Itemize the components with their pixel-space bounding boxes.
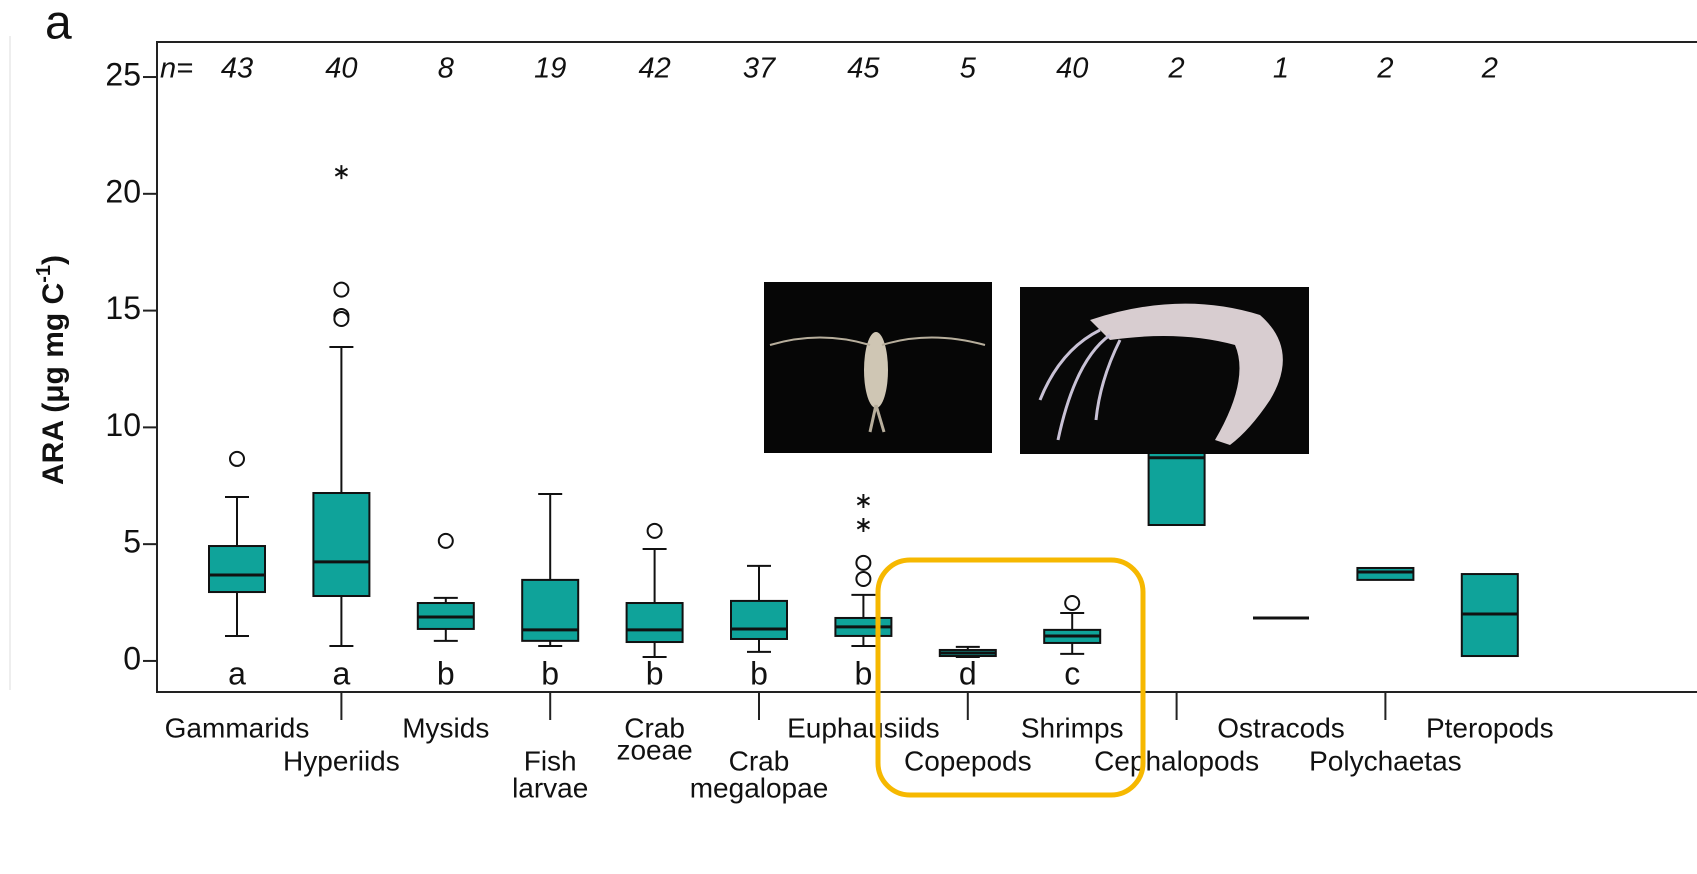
outlier [646,522,663,539]
x-tick-label: megalopae [690,772,829,803]
x-tick-label: Crab [624,712,685,743]
outlier [229,450,245,467]
y-label-sup: -1 [33,265,55,283]
box [521,578,580,642]
extreme [856,493,870,508]
n-value: 2 [1376,53,1393,85]
box-group [834,493,893,647]
x-tick-label: Fish [524,745,577,776]
group-letter: d [959,655,977,691]
y-tick-label: 10 [105,407,141,443]
outlier [333,311,350,328]
y-tick-label: 0 [123,640,141,676]
box-group [208,450,266,637]
n-value: 40 [1056,53,1088,85]
box-group [312,165,371,647]
plot-frame [156,41,1697,693]
y-tick-label: 25 [105,56,141,92]
group-letter: b [541,655,559,691]
box-group [1043,595,1102,655]
y-tick-label: 20 [105,173,141,209]
box-group [625,522,684,658]
x-tick-label: Pteropods [1426,712,1554,743]
n-value: 37 [743,53,777,85]
outlier [855,554,872,571]
x-tick-label: Gammarids [165,712,310,743]
box-group [730,564,788,653]
group-letter: c [1064,655,1080,691]
panel-label: a [45,0,72,50]
group-letter: b [437,655,455,691]
y-tick-label: 5 [123,524,141,560]
box [312,492,371,598]
highlight-box [875,557,1146,798]
x-tick-label: Euphausiids [787,712,940,743]
y-tick-label: 15 [105,290,141,326]
x-tick-label: Crab [729,745,790,776]
x-tick-label: Polychaetas [1309,745,1462,776]
y-label-end: ) [37,255,70,265]
n-label: n= [160,53,193,85]
n-value: 5 [960,53,977,85]
x-tick-label: Shrimps [1021,712,1124,743]
group-letter: b [750,655,768,691]
group-letter: a [228,655,246,691]
n-value: 45 [847,53,880,85]
box-group [416,532,475,642]
group-letter: a [333,655,351,691]
x-tick-label: Copepods [904,745,1032,776]
n-value: 1 [1273,53,1289,85]
box-group [1356,566,1415,581]
box [1356,566,1415,581]
outlier [1064,595,1081,612]
x-tick-label: larvae [512,772,588,803]
y-label-main: ARA (μg mg C [37,283,70,485]
x-tick-label: Ostracods [1217,712,1345,743]
box [730,599,788,640]
extreme [856,518,870,533]
box-group [938,645,997,658]
photo-copepod [764,282,992,453]
y-axis-label: ARA (μg mg C-1) [33,255,70,485]
n-value: 43 [221,53,253,85]
outlier [333,281,350,298]
n-value: 42 [638,53,670,85]
extreme [334,165,348,180]
box [625,602,684,644]
n-value: 8 [438,53,454,85]
n-value: 2 [1168,53,1185,85]
box [208,545,266,594]
x-tick-label: Cephalopods [1094,745,1259,776]
x-tick-label: Mysids [402,712,489,743]
photo-shrimp [1020,287,1309,454]
group-letter: b [855,655,873,691]
x-tick-label: zoeae [616,734,692,765]
box-group [1460,573,1519,658]
n-value: 40 [325,53,357,85]
n-value: 2 [1481,53,1498,85]
outlier [855,570,872,587]
n-value: 19 [534,53,566,85]
box-group [521,492,580,647]
group-letter: b [646,655,664,691]
outlier [437,532,454,549]
x-tick-label: Hyperiids [283,745,400,776]
